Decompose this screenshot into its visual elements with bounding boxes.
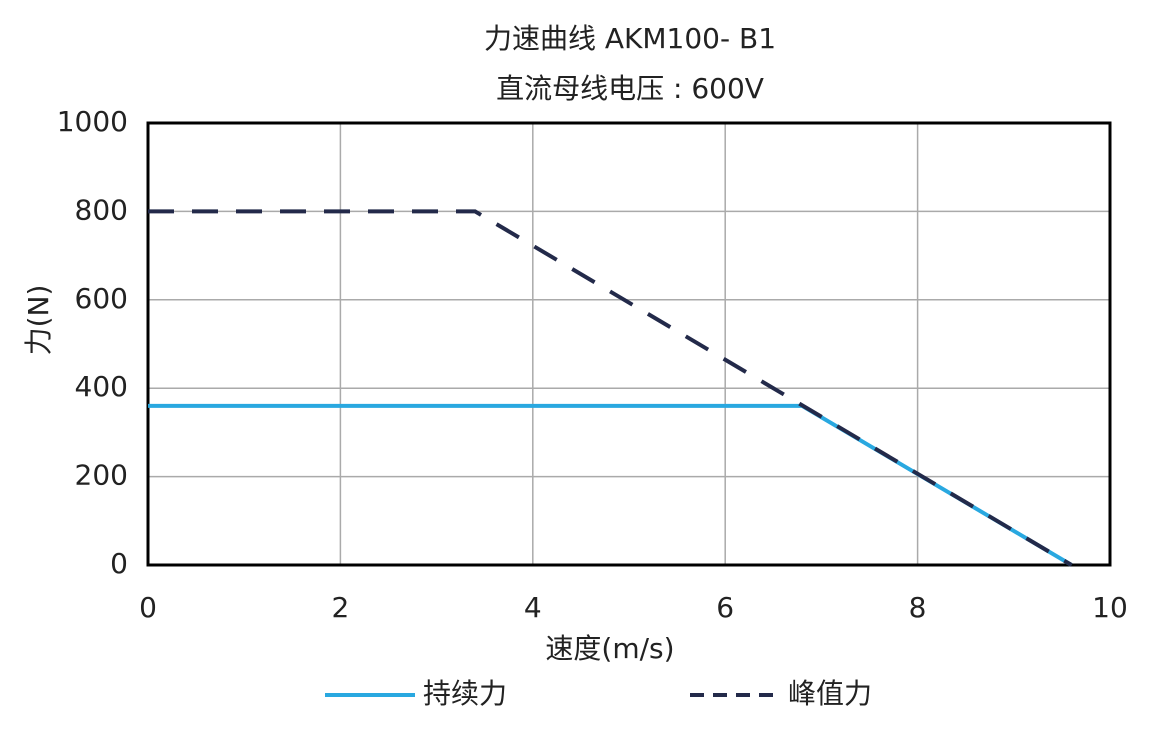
y-tick-label: 200 bbox=[75, 459, 128, 492]
x-axis-label: 速度(m/s) bbox=[545, 632, 674, 665]
legend-label: 峰值力 bbox=[788, 677, 872, 710]
y-tick-label: 0 bbox=[110, 547, 128, 580]
series-line bbox=[148, 403, 1073, 567]
x-tick-label: 4 bbox=[524, 591, 542, 624]
y-tick-label: 1000 bbox=[57, 105, 128, 138]
x-tick-label: 6 bbox=[716, 591, 734, 624]
y-tick-label: 600 bbox=[75, 282, 128, 315]
x-tick-label: 0 bbox=[139, 591, 157, 624]
series-line bbox=[148, 209, 1073, 567]
x-tick-label: 8 bbox=[909, 591, 927, 624]
y-axis-label: 力(N) bbox=[22, 285, 55, 356]
y-tick-label: 400 bbox=[75, 370, 128, 403]
y-tick-label: 800 bbox=[75, 193, 128, 226]
plot-frame bbox=[146, 121, 1112, 567]
chart-subtitle: 直流母线电压 : 600V bbox=[496, 72, 764, 105]
x-tick-label: 2 bbox=[331, 591, 349, 624]
x-tick-label: 10 bbox=[1092, 591, 1128, 624]
legend-label: 持续力 bbox=[423, 677, 507, 710]
chart-title: 力速曲线 AKM100- B1 bbox=[484, 22, 776, 55]
